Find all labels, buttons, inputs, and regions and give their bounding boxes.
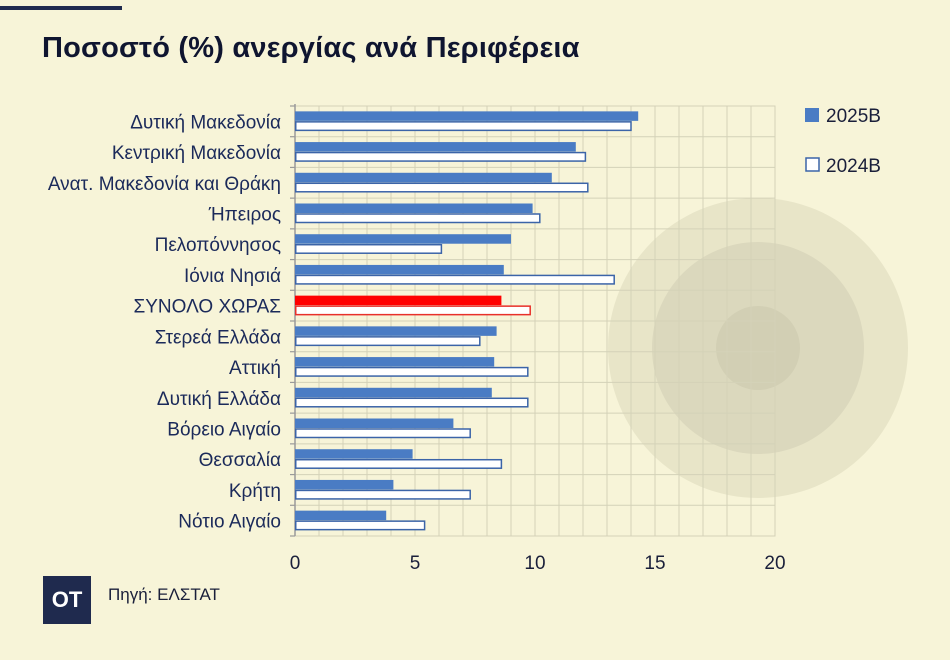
category-label: Αττική [229, 358, 281, 379]
x-tick-label: 15 [644, 553, 665, 574]
category-label: Ανατ. Μακεδονία και Θράκη [48, 174, 281, 195]
bar-2025b [295, 142, 576, 152]
bar-2024b [295, 458, 503, 469]
bar-2024b [295, 121, 632, 132]
bar-2024b [295, 397, 529, 408]
bar-2025b [295, 234, 511, 244]
bar-2025b [295, 510, 387, 521]
bar-2025b [295, 326, 497, 336]
x-tick-label: 5 [410, 553, 421, 574]
bar-2024b [295, 336, 481, 347]
source-note: Πηγή: ΕΛΣΤΑΤ [108, 585, 220, 604]
bar-2024b [295, 305, 531, 316]
category-label: ΣΥΝΟΛΟ ΧΩΡΑΣ [134, 297, 281, 318]
bar-2025b [295, 357, 495, 367]
top-accent-rule [0, 6, 122, 10]
category-label: Θεσσαλία [199, 450, 281, 471]
bar-2024b [295, 213, 541, 224]
bar-2024b [295, 274, 615, 285]
category-label: Δυτική Ελλάδα [157, 389, 281, 410]
bar-2025b [295, 418, 454, 428]
legend-label-2025b: 2025B [826, 106, 881, 127]
bar-2025b [295, 111, 639, 121]
category-label: Νότιο Αιγαίο [178, 512, 281, 533]
legend: 2025B 2024B [805, 106, 881, 177]
category-label: Πελοπόννησος [155, 235, 281, 256]
category-label: Ιόνια Νησιά [184, 266, 281, 287]
bar-2025b [295, 203, 533, 213]
x-tick-label: 10 [524, 553, 545, 574]
bar-2024b [295, 520, 426, 531]
bar-2024b [295, 366, 529, 377]
bar-2025b [295, 449, 413, 459]
category-label: Δυτική Μακεδονία [130, 112, 281, 133]
bar-2024b [295, 428, 471, 439]
category-labels: Δυτική Μακεδονία Κεντρική Μακεδονία Ανατ. … [48, 112, 281, 532]
category-label: Ήπειρος [208, 205, 281, 226]
legend-swatch-2025b [805, 108, 819, 122]
bar-2024b [295, 489, 471, 500]
bar-2024b [295, 151, 587, 162]
x-tick-label: 20 [764, 553, 785, 574]
category-label: Κεντρική Μακεδονία [112, 143, 281, 164]
legend-swatch-2024b [805, 157, 820, 172]
category-label: Βόρειο Αιγαίο [167, 420, 281, 441]
background-circles [608, 198, 908, 498]
decor-circle-2 [716, 306, 800, 390]
x-tick-label: 0 [290, 553, 301, 574]
legend-label-2024b: 2024B [826, 156, 881, 177]
bar-2025b [295, 387, 492, 398]
bar-2025b [295, 479, 394, 490]
category-label: Στερεά Ελλάδα [155, 327, 281, 348]
chart-title: Ποσοστό (%) ανεργίας ανά Περιφέρεια [42, 32, 580, 64]
bar-2025b [295, 172, 552, 183]
bar-2025b [295, 295, 502, 306]
x-tick-labels: 0 5 10 15 20 [290, 553, 786, 574]
category-label: Κρήτη [229, 481, 281, 502]
ot-logo: OT [43, 576, 91, 624]
bar-2024b [295, 243, 443, 254]
chart-bars [295, 111, 639, 531]
bar-2025b [295, 264, 504, 275]
bar-2024b [295, 182, 589, 193]
